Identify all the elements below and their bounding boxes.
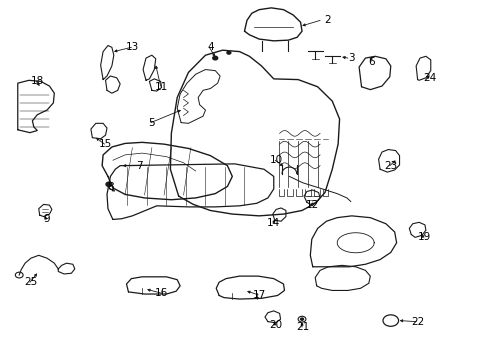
Text: 23: 23 bbox=[384, 161, 397, 171]
Text: 8: 8 bbox=[107, 182, 114, 192]
Text: 6: 6 bbox=[367, 57, 374, 67]
Circle shape bbox=[300, 318, 303, 320]
Text: 4: 4 bbox=[206, 42, 213, 52]
Text: 11: 11 bbox=[155, 82, 168, 92]
Circle shape bbox=[106, 182, 112, 186]
Text: 18: 18 bbox=[31, 76, 44, 86]
Text: 21: 21 bbox=[296, 322, 309, 332]
Circle shape bbox=[226, 51, 230, 54]
Text: 12: 12 bbox=[305, 200, 319, 210]
Text: 5: 5 bbox=[148, 118, 155, 128]
Text: 10: 10 bbox=[269, 155, 282, 165]
Text: 3: 3 bbox=[348, 53, 354, 63]
Text: 14: 14 bbox=[266, 218, 280, 228]
Text: 25: 25 bbox=[24, 277, 38, 287]
Text: 9: 9 bbox=[43, 215, 50, 224]
Text: 2: 2 bbox=[324, 15, 330, 26]
Text: 19: 19 bbox=[417, 232, 430, 242]
Text: 15: 15 bbox=[99, 139, 112, 149]
Text: 16: 16 bbox=[155, 288, 168, 298]
Text: 22: 22 bbox=[410, 317, 424, 327]
Text: 24: 24 bbox=[422, 73, 435, 83]
Circle shape bbox=[212, 56, 217, 60]
Text: 20: 20 bbox=[269, 320, 282, 330]
Text: 17: 17 bbox=[252, 290, 265, 300]
Text: 13: 13 bbox=[125, 42, 139, 52]
Text: 7: 7 bbox=[136, 161, 142, 171]
